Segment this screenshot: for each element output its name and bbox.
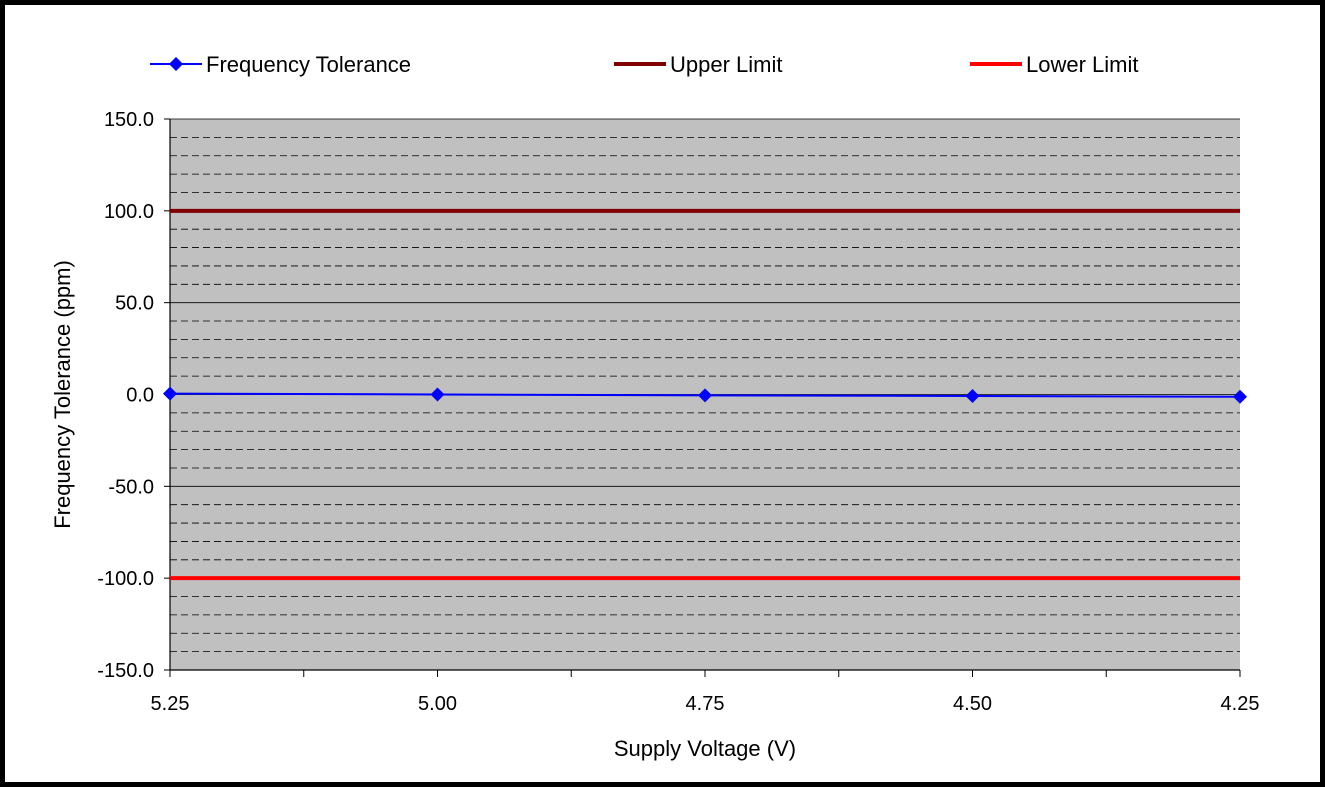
x-axis-ticks: 5.25 5.00 4.75 4.50 4.25 [151, 670, 1260, 715]
y-tick-label: -150.0 [97, 660, 154, 682]
data-point-marker [163, 386, 177, 401]
legend: Frequency Tolerance Upper Limit Lower Limi… [150, 52, 1138, 77]
x-tick-label: 5.00 [418, 693, 457, 715]
data-point-marker [430, 387, 445, 402]
data-point-marker [698, 388, 712, 403]
y-tick-label: 150.0 [104, 109, 154, 131]
y-tick-label: -100.0 [97, 568, 154, 590]
y-axis-ticks: 150.0 100.0 50.0 0.0 -50.0 -100.0 -150.0 [97, 109, 170, 682]
y-tick-label: 100.0 [104, 201, 154, 223]
x-tick-label: 5.25 [151, 693, 190, 715]
legend-label: Lower Limit [1026, 52, 1138, 77]
minor-gridlines [170, 136, 1240, 653]
series-layer [163, 208, 1247, 581]
legend-label: Frequency Tolerance [206, 52, 411, 77]
x-axis-title: Supply Voltage (V) [614, 736, 796, 761]
data-point-marker [1233, 389, 1247, 404]
y-axis-title: Frequency Tolerance (ppm) [50, 260, 75, 529]
data-point-marker [965, 388, 980, 403]
y-tick-label: 0.0 [126, 385, 154, 407]
y-tick-label: -50.0 [108, 476, 154, 498]
x-tick-label: 4.50 [953, 693, 992, 715]
y-tick-label: 50.0 [115, 293, 154, 315]
legend-marker [169, 57, 183, 71]
x-tick-label: 4.25 [1221, 693, 1260, 715]
x-tick-label: 4.75 [686, 693, 725, 715]
legend-label: Upper Limit [670, 52, 782, 77]
